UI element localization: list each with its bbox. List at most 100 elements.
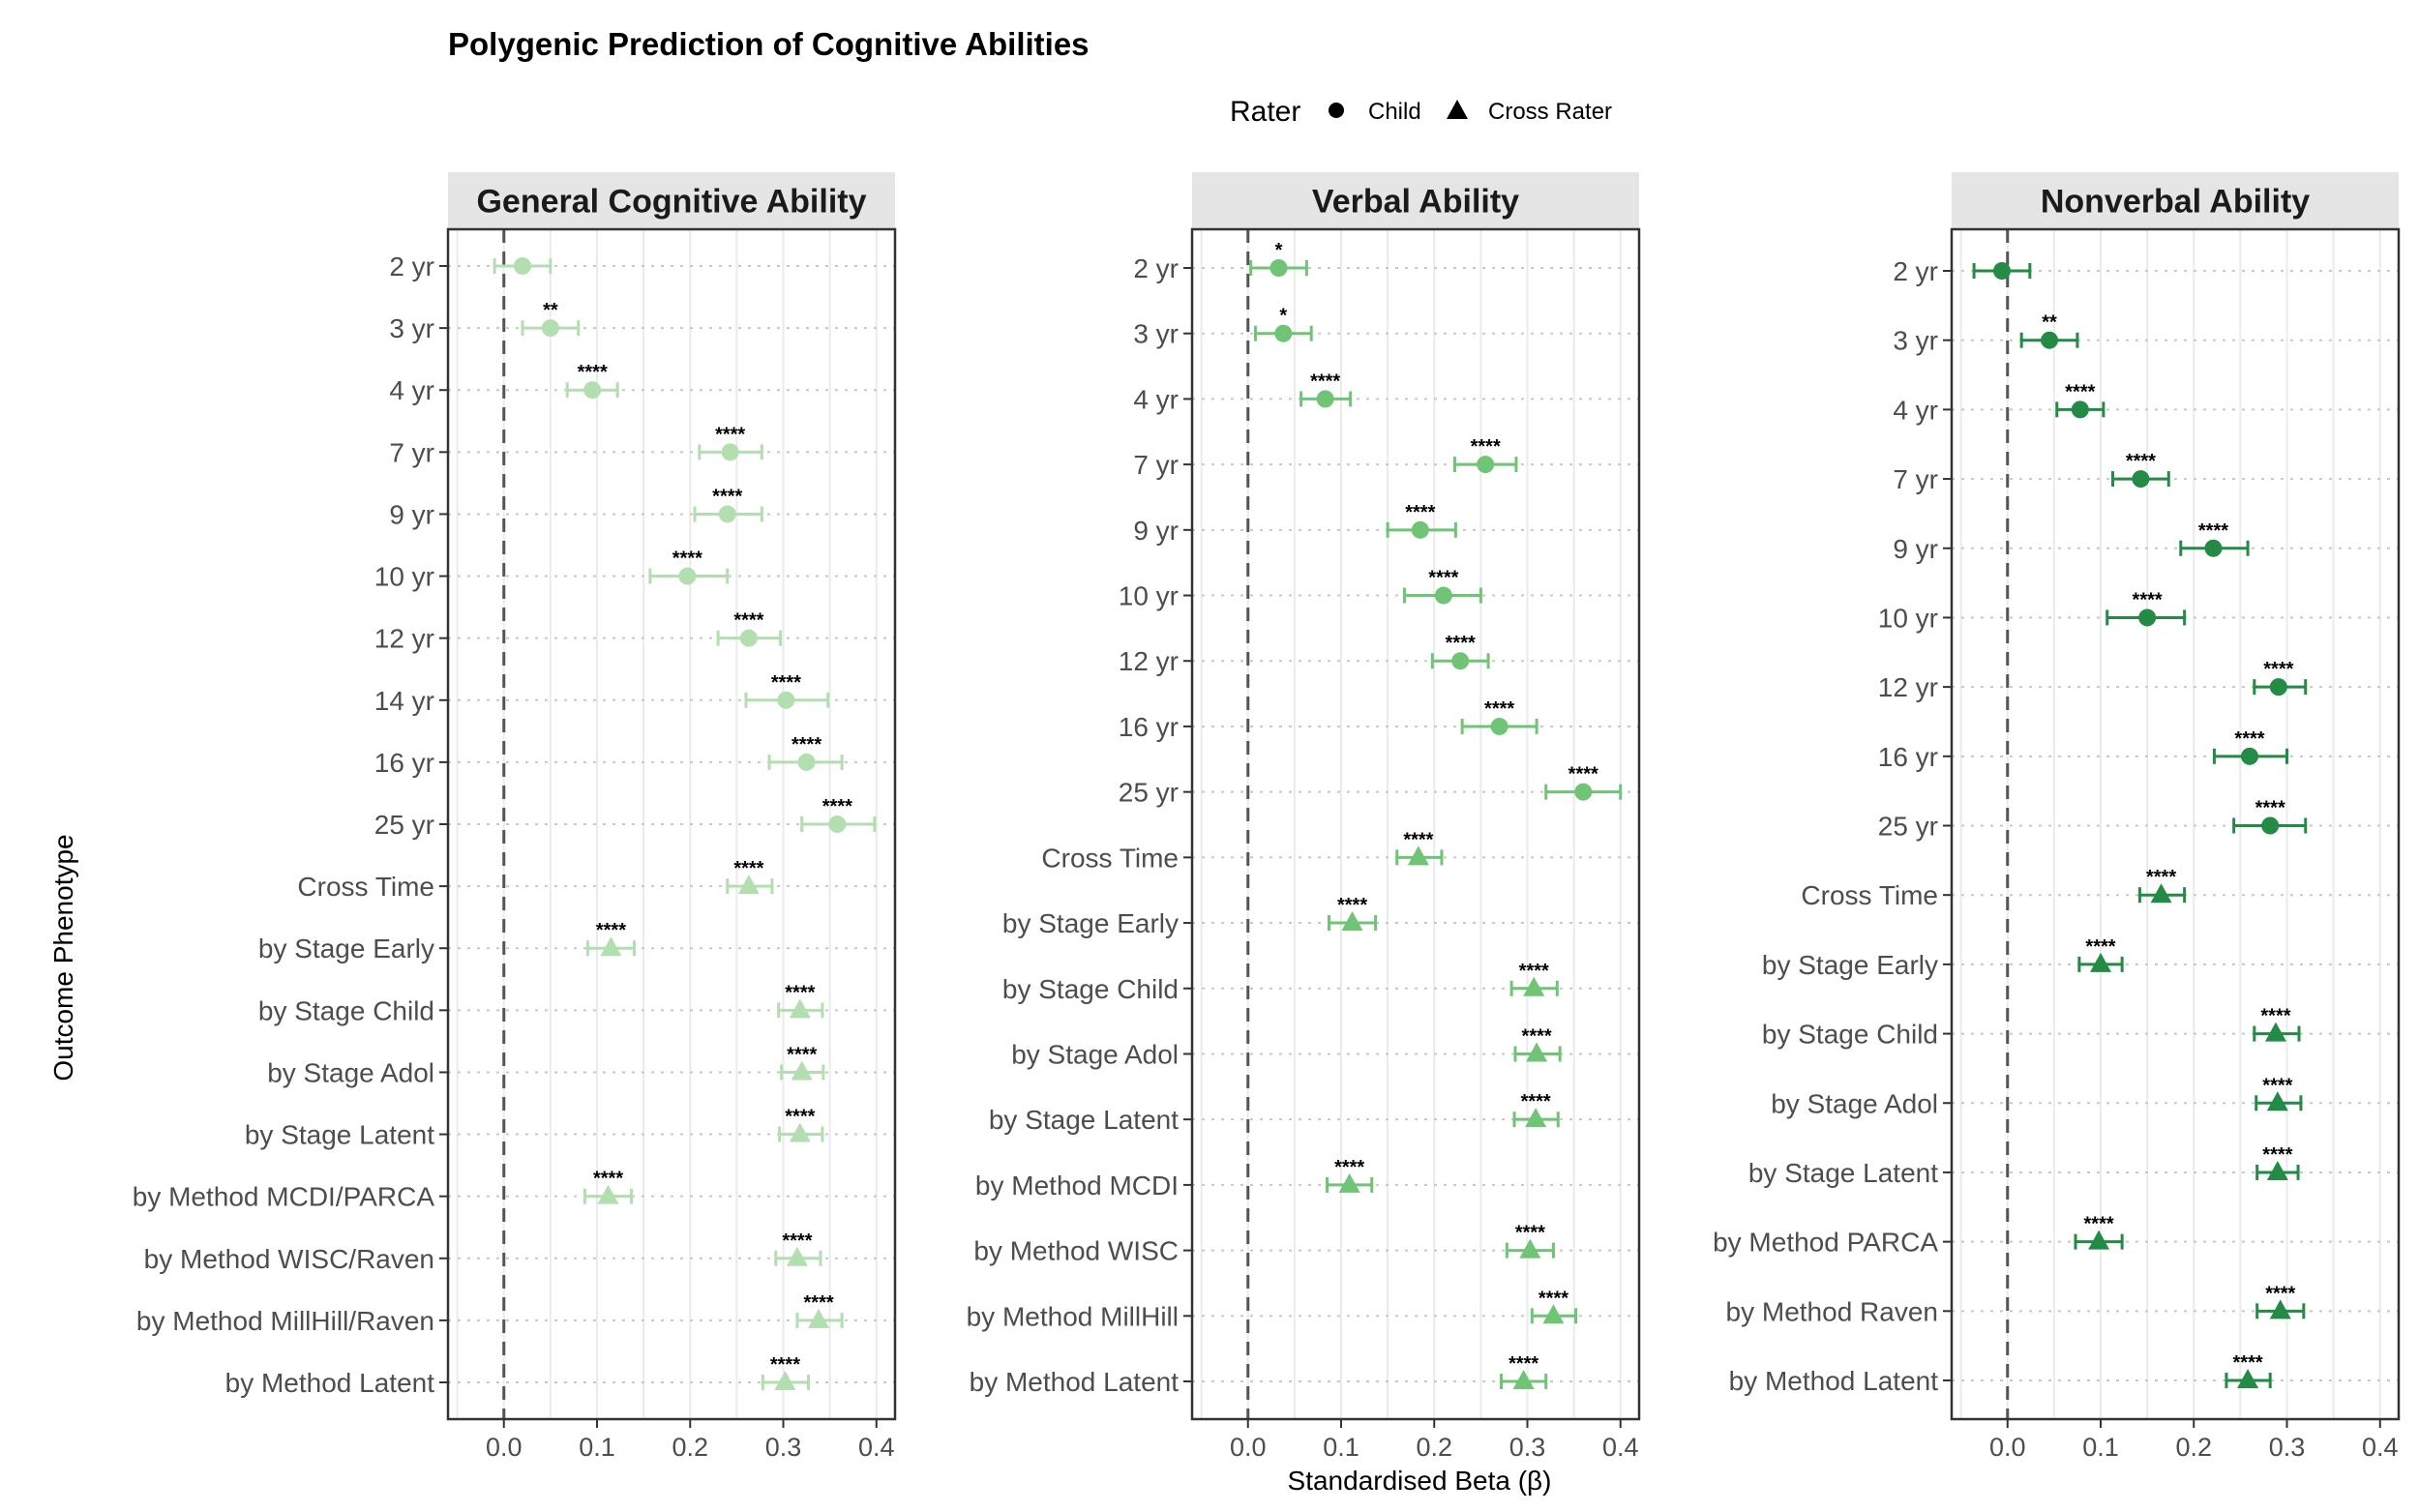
data-point-triangle [789,998,811,1019]
data-point-triangle [737,875,760,895]
x-tick-label: 0.1 [1323,1433,1359,1462]
data-point-circle [2138,608,2157,627]
significance-label: **** [1515,1223,1545,1244]
panel-1: General Cognitive Ability 2 yr 3 yr 4 yr 7 y… [133,172,897,1462]
data-point-triangle [1338,1172,1360,1193]
category-label: by Stage Child [1002,974,1179,1004]
legend: Rater Child Cross Rater [1230,96,1612,128]
category-label: by Method WISC/Raven [144,1244,434,1274]
data-point-triangle [2150,883,2172,904]
panel-title: General Cognitive Ability [476,184,866,221]
category-label: by Stage Latent [245,1120,434,1150]
x-tick-label: 0.3 [765,1433,802,1462]
data-point-circle [1411,520,1429,539]
category-label: by Stage Early [258,934,434,964]
category-label: by Method PARCA [1713,1228,1938,1258]
significance-label: **** [771,672,801,694]
category-label: by Method Latent [1729,1366,1939,1396]
category-label: by Stage Early [1762,950,1938,980]
significance-label: **** [2085,936,2115,958]
legend-title: Rater [1230,96,1300,128]
significance-label: **** [715,424,745,445]
data-point-triangle [2266,1091,2288,1112]
significance-label: **** [2126,451,2156,472]
category-label: 2 yr [389,252,434,282]
category-label: 14 yr [374,686,434,716]
legend-triangle-icon [1447,100,1468,119]
significance-label: **** [2133,589,2163,610]
category-label: 25 yr [374,810,434,840]
x-tick-label: 0.0 [1989,1433,2026,1462]
category-label: by Method MillHill/Raven [136,1306,434,1336]
data-point-triangle [791,1060,813,1081]
category-label: 4 yr [1893,395,1938,425]
category-label: by Method Raven [1726,1296,1938,1326]
data-point-circle [541,319,559,338]
significance-label: **** [1521,1091,1551,1112]
panel-title: Nonverbal Ability [2041,184,2310,221]
significance-label: **** [672,548,702,570]
data-point-circle [2132,470,2150,489]
data-point-circle [721,443,739,461]
category-label: 4 yr [1133,384,1179,414]
panel-strip [1192,172,1639,229]
data-point-triangle [600,936,622,957]
category-label: 9 yr [1893,534,1938,564]
significance-label: ** [543,300,558,321]
data-point-circle [2041,331,2059,349]
significance-label: **** [593,1169,623,1190]
category-label: 9 yr [389,499,434,529]
panel-strip [448,172,895,229]
significance-label: **** [2233,1352,2263,1374]
category-label: by Stage Adol [1771,1088,1938,1118]
data-point-triangle [774,1371,796,1390]
data-point-circle [1992,262,2011,280]
panel-strip [1952,172,2399,229]
data-point-triangle [1526,1042,1548,1062]
significance-label: **** [596,920,626,941]
data-point-circle [514,257,531,275]
data-point-triangle [2269,1299,2291,1319]
x-tick-label: 0.3 [2269,1433,2306,1462]
category-label: 4 yr [389,375,434,405]
significance-label: **** [2262,1075,2292,1096]
significance-label: **** [2260,1006,2290,1027]
significance-label: **** [1484,698,1514,720]
data-point-circle [797,753,816,771]
category-label: 3 yr [1893,326,1938,356]
category-label: Cross Time [1801,880,1938,910]
category-label: by Method MCDI/PARCA [133,1182,435,1212]
data-point-triangle [789,1122,811,1142]
category-label: 10 yr [1119,581,1179,611]
category-label: 7 yr [1893,464,1938,494]
significance-label: **** [578,362,608,383]
significance-label: **** [2198,520,2228,542]
data-point-circle [2204,539,2223,557]
data-point-triangle [2090,952,2111,972]
significance-label: * [1275,240,1283,261]
panel-border [446,227,897,1421]
category-label: 7 yr [389,437,434,467]
significance-label: **** [1334,1157,1364,1178]
panel-title: Verbal Ability [1312,184,1519,221]
significance-label: **** [804,1292,834,1314]
data-point-circle [777,691,795,709]
legend-label-child: Child [1368,99,1421,125]
significance-label: **** [1337,895,1367,916]
data-point-circle [2241,747,2258,765]
category-label: by Method MillHill [967,1301,1179,1331]
category-label: Cross Time [297,872,434,902]
data-point-triangle [808,1308,830,1328]
significance-label: **** [770,1354,800,1376]
data-point-circle [1274,324,1293,342]
significance-label: **** [712,486,742,507]
category-label: Cross Time [1041,843,1179,873]
significance-label: **** [2234,728,2264,750]
category-label: 12 yr [1878,672,1938,702]
significance-label: **** [1522,1025,1552,1047]
data-point-triangle [1542,1304,1565,1324]
data-point-circle [583,381,602,400]
x-tick-label: 0.4 [858,1433,895,1462]
y-axis-title: Outcome Phenotype [48,834,78,1081]
x-axis-title: Standardised Beta (β) [1288,1466,1552,1496]
